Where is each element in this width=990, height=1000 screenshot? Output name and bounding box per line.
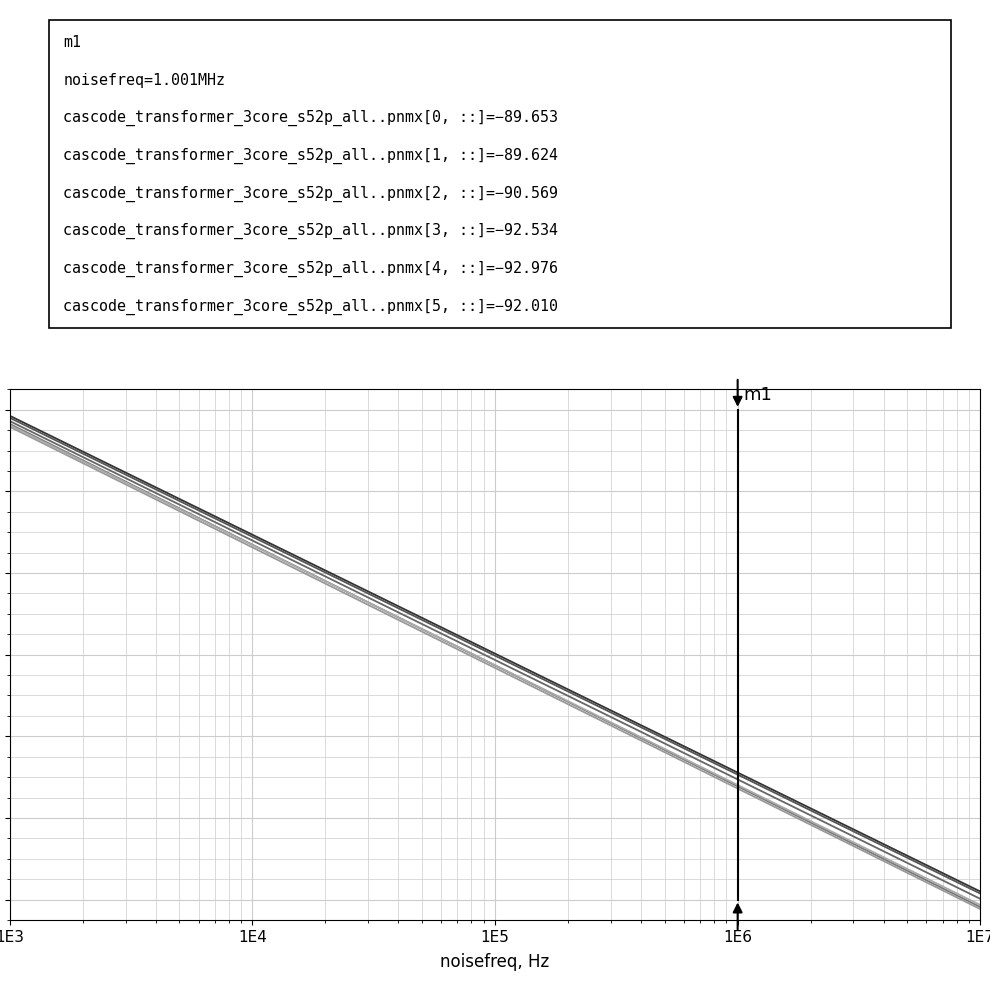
Text: cascode_transformer_3core_s52p_all..pnmx[2, ::]=−90.569: cascode_transformer_3core_s52p_all..pnmx… — [63, 185, 558, 202]
Text: cascode_transformer_3core_s52p_all..pnmx[0, ::]=−89.653: cascode_transformer_3core_s52p_all..pnmx… — [63, 110, 558, 126]
Text: m1: m1 — [63, 35, 81, 50]
Text: cascode_transformer_3core_s52p_all..pnmx[5, ::]=−92.010: cascode_transformer_3core_s52p_all..pnmx… — [63, 299, 558, 315]
Text: m1: m1 — [743, 386, 772, 404]
X-axis label: noisefreq, Hz: noisefreq, Hz — [441, 953, 549, 971]
Text: noisefreq=1.001MHz: noisefreq=1.001MHz — [63, 73, 226, 88]
Text: cascode_transformer_3core_s52p_all..pnmx[1, ::]=−89.624: cascode_transformer_3core_s52p_all..pnmx… — [63, 148, 558, 164]
Text: cascode_transformer_3core_s52p_all..pnmx[4, ::]=−92.976: cascode_transformer_3core_s52p_all..pnmx… — [63, 261, 558, 277]
Text: cascode_transformer_3core_s52p_all..pnmx[3, ::]=−92.534: cascode_transformer_3core_s52p_all..pnmx… — [63, 223, 558, 239]
